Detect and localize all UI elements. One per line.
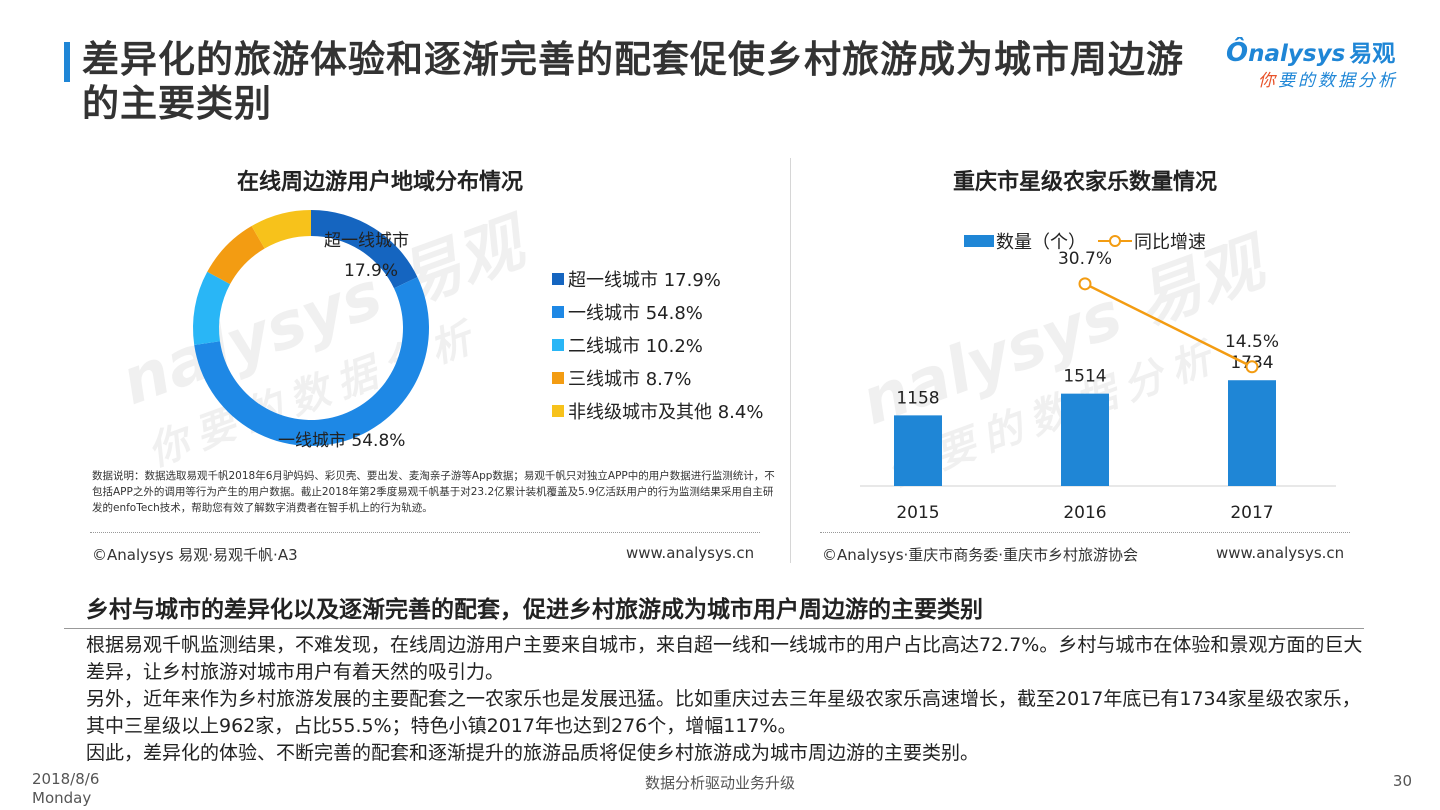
- logo-o-mark: Ô: [1226, 38, 1249, 68]
- title-accent-bar: [64, 42, 70, 82]
- page-title: 差异化的旅游体验和逐渐完善的配套促使乡村旅游成为城市周边游的主要类别: [82, 38, 1184, 125]
- growth-point: [1078, 277, 1092, 291]
- legend-item: 超一线城市 17.9%: [552, 262, 763, 295]
- legend-label: 三线城市 8.7%: [568, 368, 692, 390]
- bar-2016: [1061, 393, 1109, 486]
- paragraph: 因此，差异化的体验、不断完善的配套和逐渐提升的旅游品质将促使乡村旅游成为城市周边…: [86, 742, 980, 764]
- logo-main: Ônalysys 易观: [1226, 34, 1395, 68]
- pie-legend: 超一线城市 17.9% 一线城市 54.8% 二线城市 10.2% 三线城市 8.7%…: [552, 262, 763, 427]
- website-left[interactable]: www.analysys.cn: [626, 544, 755, 562]
- pie-slice-0: [311, 210, 418, 289]
- pie-slice-4: [251, 210, 311, 249]
- legend-label: 非线级城市及其他 8.4%: [568, 401, 764, 423]
- legend-label-line: 同比增速: [1134, 232, 1206, 253]
- donut-chart: 超一线城市 17.9% 一线城市 54.8%: [193, 210, 429, 451]
- logo-slogan: 你要的数据分析: [1258, 66, 1398, 91]
- x-tick-label: 2015: [896, 503, 939, 523]
- growth-point: [1245, 360, 1259, 374]
- slice-label-tier1: 一线城市 54.8%: [278, 431, 405, 451]
- growth-label: 30.7%: [1058, 249, 1112, 269]
- panel-divider: [790, 158, 791, 563]
- bar-chart: 11582015151420161734201730.7%14.5%: [860, 249, 1336, 523]
- x-tick-label: 2017: [1230, 503, 1273, 523]
- data-note: 数据说明：数据选取易观千帆2018年6月驴妈妈、彩贝壳、要出发、麦淘亲子游等Ap…: [92, 470, 775, 514]
- source-left: ©Analysys 易观·易观千帆·A3: [92, 546, 298, 564]
- legend-label: 二线城市 10.2%: [568, 335, 703, 357]
- footer-date-value: 2018/8/6: [32, 770, 100, 788]
- pie-slice-2: [193, 271, 231, 345]
- legend-label-bar: 数量（个）: [996, 232, 1086, 253]
- section-heading: 乡村与城市的差异化以及逐渐完善的配套，促进乡村旅游成为城市用户周边游的主要类别: [86, 597, 983, 623]
- section-rule: [64, 628, 1364, 629]
- legend-item: 一线城市 54.8%: [552, 295, 763, 328]
- growth-line: [1084, 282, 1253, 368]
- pie-slice-3: [207, 226, 265, 285]
- footer-slogan: 数据分析驱动业务升级: [644, 774, 795, 792]
- website-right[interactable]: www.analysys.cn: [1216, 544, 1345, 562]
- body-text: 根据易观千帆监测结果，不难发现，在线周边游用户主要来自城市，来自超一线和一线城市…: [86, 632, 1376, 767]
- source-divider-right: [820, 532, 1350, 533]
- legend-label: 超一线城市 17.9%: [568, 269, 721, 291]
- legend-item: 二线城市 10.2%: [552, 328, 763, 361]
- bar-legend: 数量（个） 同比增速: [964, 228, 1206, 254]
- source-right: ©Analysys·重庆市商务委·重庆市乡村旅游协会: [822, 546, 1139, 564]
- footer-date: 2018/8/6 Monday: [32, 770, 99, 808]
- legend-swatch: [552, 338, 564, 351]
- footer-weekday: Monday: [32, 789, 92, 807]
- slice-label-tier0-name: 超一线城市: [324, 231, 409, 251]
- page-number: 30: [1392, 772, 1412, 790]
- legend-item: 非线级城市及其他 8.4%: [552, 394, 763, 427]
- bar-2015: [894, 415, 942, 486]
- bar-chart-title: 重庆市星级农家乐数量情况: [952, 170, 1217, 195]
- paragraph: 另外，近年来作为乡村旅游发展的主要配套之一农家乐也是发展迅猛。比如重庆过去三年星…: [86, 688, 1361, 737]
- slice-label-tier0-value: 17.9%: [344, 261, 398, 281]
- legend-swatch: [552, 305, 564, 318]
- pie-chart-title: 在线周边游用户地域分布情况: [236, 170, 523, 195]
- logo-slogan-rest: 要的数据分析: [1278, 71, 1398, 91]
- growth-label: 14.5%: [1225, 332, 1279, 352]
- legend-label: 一线城市 54.8%: [568, 302, 703, 324]
- bar-value-label: 1158: [896, 388, 939, 408]
- logo-cn: 易观: [1349, 41, 1396, 67]
- legend-swatch: [552, 272, 564, 285]
- legend-item: 三线城市 8.7%: [552, 361, 763, 394]
- bar-2017: [1228, 380, 1276, 486]
- paragraph: 根据易观千帆监测结果，不难发现，在线周边游用户主要来自城市，来自超一线和一线城市…: [86, 634, 1363, 683]
- source-divider-left: [90, 532, 760, 533]
- analysys-logo: Ônalysys 易观 你要的数据分析: [1226, 34, 1416, 94]
- logo-text: nalysys: [1248, 41, 1346, 67]
- x-tick-label: 2016: [1063, 503, 1106, 523]
- legend-swatch: [552, 371, 564, 384]
- logo-slogan-first: 你: [1258, 71, 1278, 91]
- legend-swatch-line: [1098, 235, 1132, 247]
- bar-value-label: 1514: [1063, 367, 1106, 387]
- legend-swatch: [552, 404, 564, 417]
- pie-slice-1: [194, 277, 429, 447]
- legend-swatch-bar: [964, 235, 994, 247]
